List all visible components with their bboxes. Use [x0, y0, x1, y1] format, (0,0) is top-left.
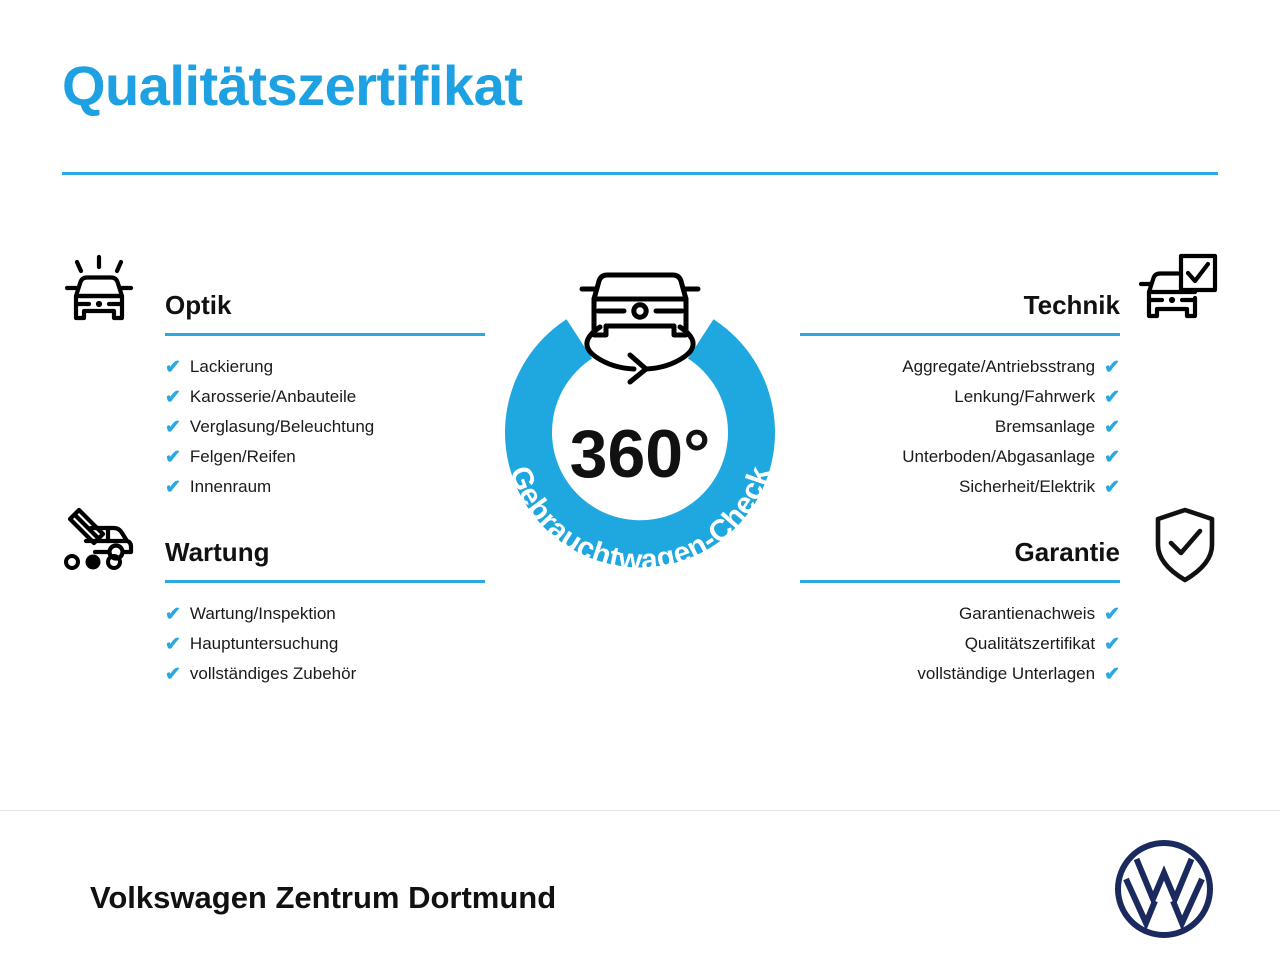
check-icon: ✔ — [1104, 446, 1120, 468]
section-technik-header: Technik — [800, 290, 1120, 336]
section-garantie-title: Garantie — [1014, 537, 1121, 567]
shield-check-icon — [1142, 502, 1228, 588]
list-item-label: Verglasung/Beleuchtung — [189, 417, 375, 436]
car-rotation-icon — [579, 272, 701, 385]
list-item-label: vollständiges Zubehör — [189, 664, 357, 683]
page-header: Qualitätszertifikat — [0, 0, 1280, 190]
list-item: Aggregate/Antriebsstrang ✔ — [800, 352, 1120, 382]
check-icon: ✔ — [165, 356, 181, 378]
dealer-name: Volkswagen Zentrum Dortmund — [90, 880, 557, 915]
check-icon: ✔ — [1104, 416, 1120, 438]
check-icon: ✔ — [1104, 633, 1120, 655]
section-wartung-title: Wartung — [165, 537, 270, 567]
check-icon: ✔ — [165, 603, 181, 625]
footer-divider — [0, 810, 1280, 811]
page-title: Qualitätszertifikat — [62, 54, 523, 117]
check-icon: ✔ — [165, 633, 181, 655]
section-optik: Optik ✔ Lackierung ✔ Karosserie/Anbauteile… — [165, 290, 485, 502]
check-icon: ✔ — [165, 386, 181, 408]
list-item-label: Qualitätszertifikat — [964, 634, 1096, 653]
list-item-label: Lenkung/Fahrwerk — [954, 387, 1096, 406]
badge-center-text: 360° — [570, 416, 711, 492]
title-divider — [62, 172, 1218, 175]
section-wartung-list: ✔ Wartung/Inspektion ✔ Hauptuntersuchung ✔… — [165, 599, 485, 689]
section-garantie-divider — [800, 580, 1120, 583]
section-optik-divider — [165, 333, 485, 336]
list-item-label: Wartung/Inspektion — [189, 604, 336, 623]
section-wartung-divider — [165, 580, 485, 583]
list-item: Lenkung/Fahrwerk ✔ — [800, 382, 1120, 412]
list-item: Garantienachweis ✔ — [800, 599, 1120, 629]
check-icon: ✔ — [165, 663, 181, 685]
badge-ring — [505, 319, 775, 568]
check-icon: ✔ — [1104, 356, 1120, 378]
list-item: vollständige Unterlagen ✔ — [800, 659, 1120, 689]
gebrauchtwagen-check-badge: Gebrauchtwagen-Check 360° — [462, 245, 818, 605]
list-item: Unterboden/Abgasanlage ✔ — [800, 442, 1120, 472]
car-shine-icon — [56, 252, 142, 338]
list-item: ✔ Karosserie/Anbauteile — [165, 382, 485, 412]
section-technik-divider — [800, 333, 1120, 336]
check-icon: ✔ — [165, 446, 181, 468]
section-garantie: Garantie Garantienachweis ✔ Qualitätszert… — [800, 537, 1120, 689]
list-item: ✔ Felgen/Reifen — [165, 442, 485, 472]
section-wartung: Wartung ✔ Wartung/Inspektion ✔ Hauptunters… — [165, 537, 485, 689]
list-item-label: Aggregate/Antriebsstrang — [902, 357, 1096, 376]
section-garantie-list: Garantienachweis ✔ Qualitätszertifikat ✔ v… — [800, 599, 1120, 689]
list-item: ✔ Innenraum — [165, 472, 485, 502]
section-wartung-header: Wartung — [165, 537, 485, 583]
list-item-label: Innenraum — [189, 477, 272, 496]
list-item-label: Lackierung — [189, 357, 274, 376]
check-icon: ✔ — [165, 476, 181, 498]
car-checkbox-icon — [1136, 248, 1222, 334]
check-icon: ✔ — [1104, 386, 1120, 408]
check-icon: ✔ — [165, 416, 181, 438]
check-icon: ✔ — [1104, 603, 1120, 625]
car-service-pen-icon — [56, 502, 142, 588]
list-item-label: Unterboden/Abgasanlage — [902, 447, 1096, 466]
section-technik-list: Aggregate/Antriebsstrang ✔ Lenkung/Fahrwe… — [800, 352, 1120, 502]
section-optik-list: ✔ Lackierung ✔ Karosserie/Anbauteile ✔ Verg… — [165, 352, 485, 502]
section-technik: Technik Aggregate/Antriebsstrang ✔ Lenkun… — [800, 290, 1120, 502]
section-garantie-header: Garantie — [800, 537, 1120, 583]
check-icon: ✔ — [1104, 663, 1120, 685]
list-item-label: vollständige Unterlagen — [917, 664, 1096, 683]
list-item: ✔ vollständiges Zubehör — [165, 659, 485, 689]
section-optik-header: Optik — [165, 290, 485, 336]
volkswagen-logo — [1112, 837, 1216, 941]
section-technik-title: Technik — [1023, 290, 1120, 320]
list-item: ✔ Hauptuntersuchung — [165, 629, 485, 659]
list-item: ✔ Verglasung/Beleuchtung — [165, 412, 485, 442]
list-item-label: Sicherheit/Elektrik — [959, 477, 1096, 496]
page-footer: Volkswagen Zentrum Dortmund — [0, 810, 1280, 960]
list-item: Sicherheit/Elektrik ✔ — [800, 472, 1120, 502]
list-item-label: Felgen/Reifen — [189, 447, 296, 466]
list-item: ✔ Wartung/Inspektion — [165, 599, 485, 629]
list-item-label: Hauptuntersuchung — [189, 634, 339, 653]
list-item: Bremsanlage ✔ — [800, 412, 1120, 442]
list-item: Qualitätszertifikat ✔ — [800, 629, 1120, 659]
list-item-label: Garantienachweis — [959, 604, 1096, 623]
section-optik-title: Optik — [165, 290, 232, 320]
list-item-label: Bremsanlage — [994, 417, 1096, 436]
list-item-label: Karosserie/Anbauteile — [189, 387, 357, 406]
check-icon: ✔ — [1104, 476, 1120, 498]
certificate-body: Gebrauchtwagen-Check 360° — [0, 190, 1280, 810]
list-item: ✔ Lackierung — [165, 352, 485, 382]
